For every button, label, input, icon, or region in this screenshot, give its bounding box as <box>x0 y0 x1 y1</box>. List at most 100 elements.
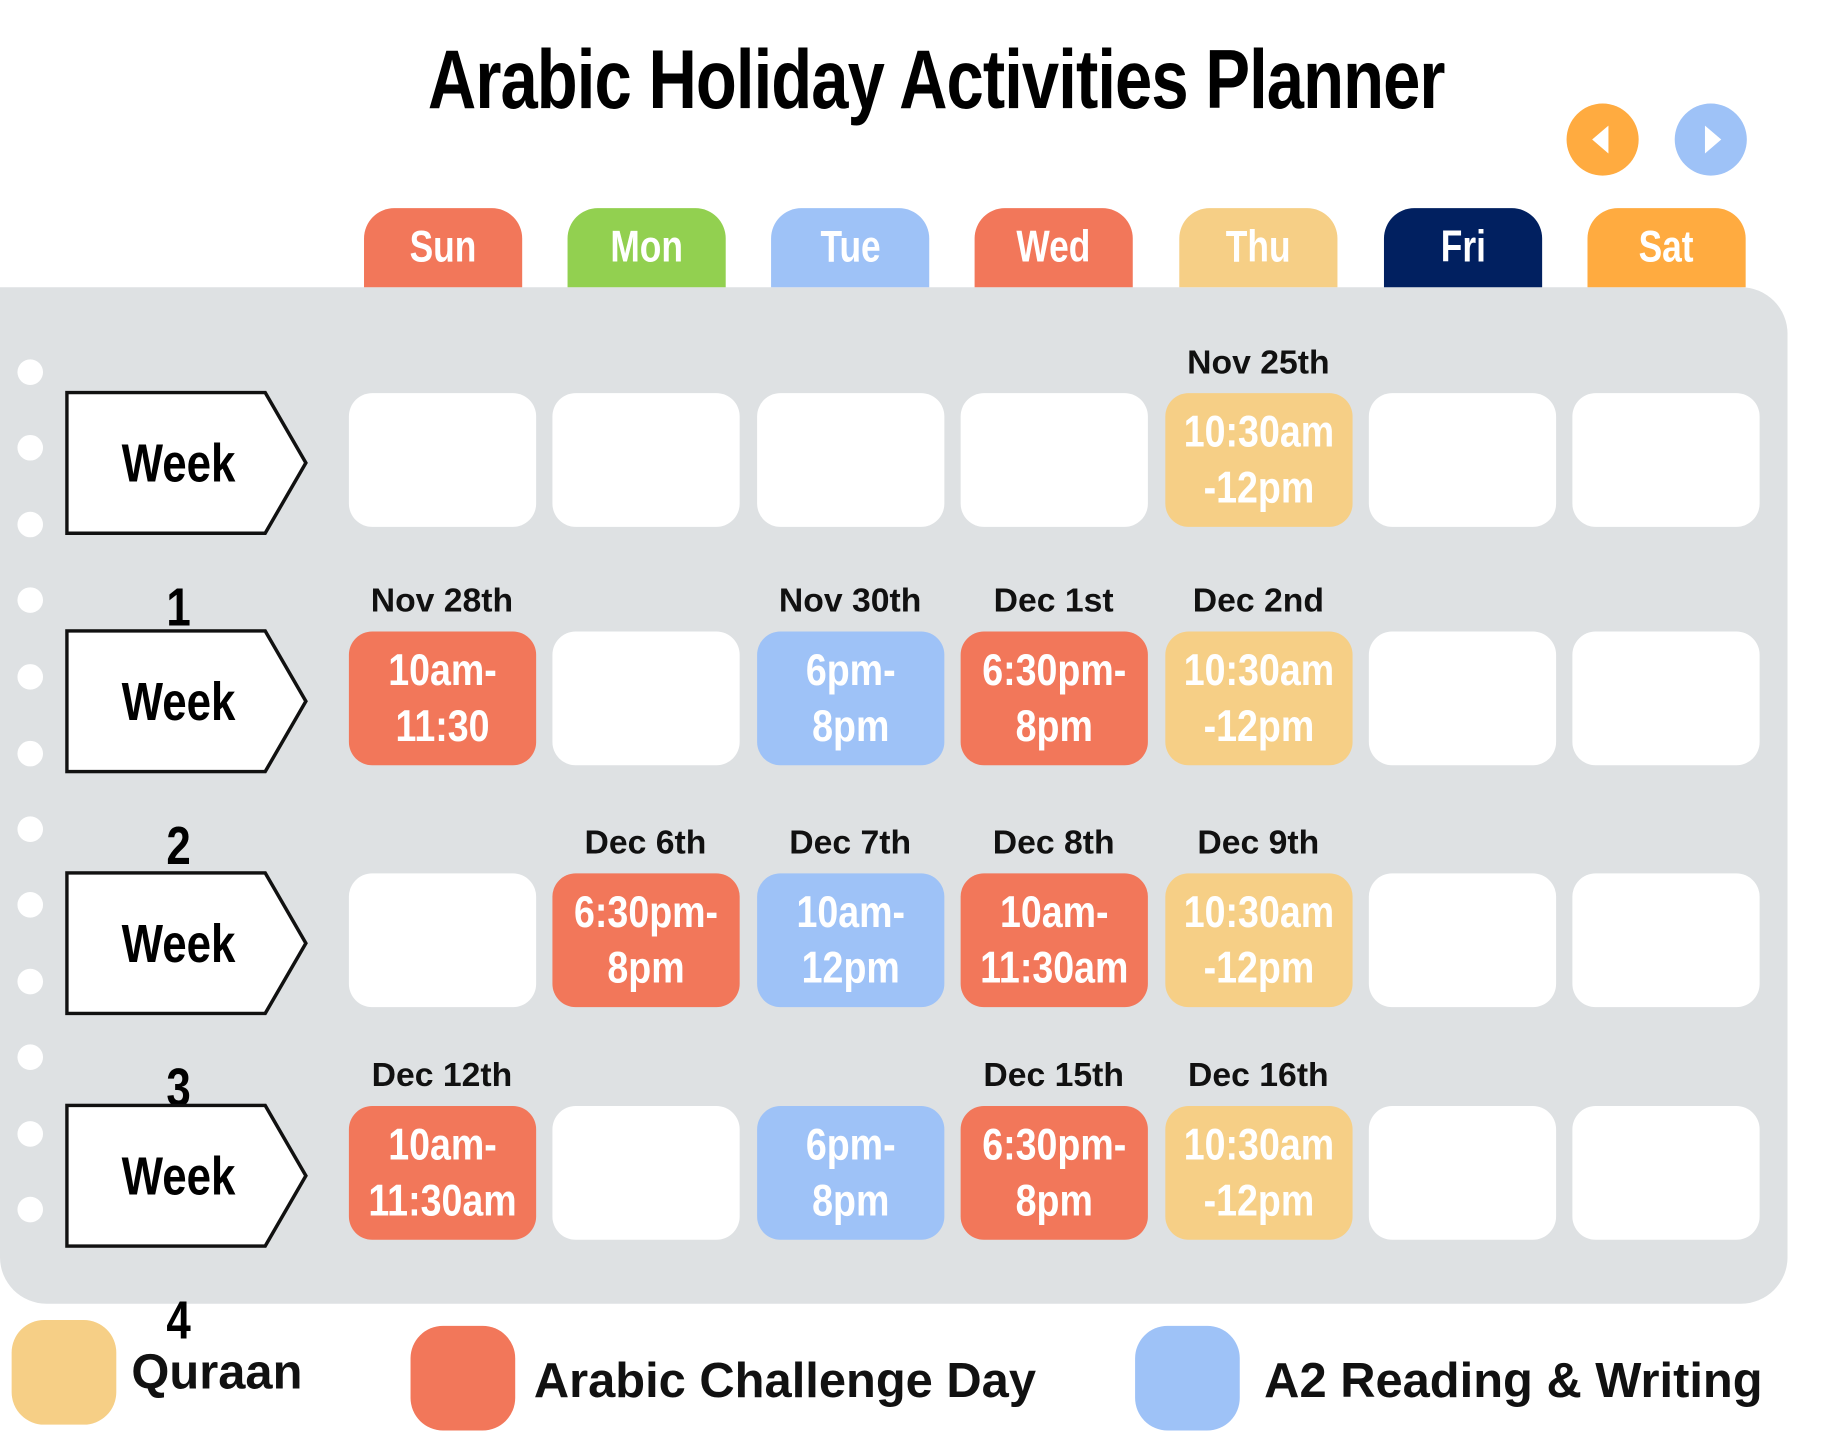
date-label: Dec 8th <box>992 824 1115 862</box>
activity-time: 8pm <box>812 1176 890 1226</box>
day-tab-thu[interactable]: Thu <box>1179 208 1338 288</box>
legend-swatch-quraan <box>11 1320 117 1425</box>
date-label: Dec 2nd <box>1192 582 1324 620</box>
empty-day-cell[interactable] <box>1368 1106 1557 1240</box>
week-title: Week 2 <box>121 671 236 876</box>
activity-time: 8pm <box>1015 1176 1093 1226</box>
date-label: Dec 9th <box>1197 824 1320 862</box>
activity-time: 10:30am <box>1183 646 1335 695</box>
empty-day-cell[interactable] <box>757 393 945 527</box>
binder-hole <box>17 511 44 538</box>
empty-day-cell[interactable] <box>348 873 537 1008</box>
activity-time: -12pm <box>1203 701 1315 751</box>
activity-time: 6pm- <box>805 1120 896 1170</box>
activity-time: 10am- <box>999 887 1109 937</box>
day-tab-mon[interactable]: Mon <box>567 208 726 288</box>
empty-day-cell[interactable] <box>1572 1106 1760 1240</box>
activity-cell[interactable]: 6:30pm- 8pm <box>960 631 1148 766</box>
empty-day-cell[interactable] <box>552 631 740 766</box>
activity-cell[interactable]: 10:30am -12pm <box>1165 631 1353 766</box>
date-label: Dec 1st <box>993 582 1114 620</box>
date-label: Dec 7th <box>789 824 912 862</box>
activity-cell[interactable]: 6pm- 8pm <box>757 631 945 766</box>
activity-time: 10am- <box>388 646 497 695</box>
activity-time: 6pm- <box>805 646 896 695</box>
empty-day-cell[interactable] <box>1572 631 1760 766</box>
legend-swatch-challenge <box>410 1325 516 1431</box>
binder-hole <box>17 1121 44 1147</box>
day-label: Mon <box>610 223 683 273</box>
legend-label: Arabic Challenge Day <box>533 1352 1037 1408</box>
activity-time: 11:30 <box>395 701 490 751</box>
triangle-right-icon <box>1704 125 1722 154</box>
activity-time: -12pm <box>1203 463 1315 513</box>
binder-hole <box>17 359 44 385</box>
binder-hole <box>17 1196 44 1223</box>
day-label: Wed <box>1016 223 1091 273</box>
date-label: Dec 15th <box>983 1057 1124 1095</box>
date-label: Dec 16th <box>1188 1057 1329 1095</box>
binder-hole <box>17 1044 44 1070</box>
activity-cell[interactable]: 10:30am -12pm <box>1165 393 1353 527</box>
activity-cell[interactable]: 10am- 11:30am <box>348 1106 537 1240</box>
day-label: Sat <box>1639 223 1695 273</box>
date-label: Nov 30th <box>778 582 922 620</box>
activity-time: 6:30pm- <box>574 887 719 937</box>
activity-cell[interactable]: 10:30am -12pm <box>1165 873 1353 1008</box>
next-button[interactable] <box>1674 103 1747 176</box>
activity-time: -12pm <box>1203 1176 1315 1226</box>
empty-day-cell[interactable] <box>1572 393 1760 527</box>
tag-arrow-shape <box>65 390 308 535</box>
tag-arrow-shape <box>65 1103 308 1248</box>
activity-time: 10:30am <box>1183 887 1335 937</box>
week-label: Week 1 <box>65 390 309 637</box>
week-label: Week 3 <box>65 871 309 1118</box>
activity-cell[interactable]: 6pm- 8pm <box>757 1106 945 1240</box>
activity-cell[interactable]: 10:30am -12pm <box>1165 1106 1353 1240</box>
empty-day-cell[interactable] <box>1572 873 1760 1008</box>
activity-time: 10am- <box>796 887 906 937</box>
tag-arrow-shape <box>65 871 308 1016</box>
day-tab-fri[interactable]: Fri <box>1383 208 1543 288</box>
empty-day-cell[interactable] <box>1368 873 1557 1008</box>
activity-cell[interactable]: 10am- 12pm <box>757 873 945 1008</box>
prev-button[interactable] <box>1566 103 1639 176</box>
activity-time: 11:30am <box>368 1176 517 1226</box>
day-label: Fri <box>1440 223 1486 273</box>
activity-time: 10:30am <box>1183 1120 1335 1170</box>
day-tab-sun[interactable]: Sun <box>364 208 523 288</box>
activity-time: 12pm <box>801 943 900 993</box>
empty-day-cell[interactable] <box>552 393 740 527</box>
activity-cell[interactable]: 6:30pm- 8pm <box>552 873 740 1008</box>
empty-day-cell[interactable] <box>960 393 1148 527</box>
day-tab-tue[interactable]: Tue <box>771 208 930 288</box>
empty-day-cell[interactable] <box>348 393 537 527</box>
legend-swatch-reading <box>1135 1325 1240 1431</box>
activity-time: 10:30am <box>1183 407 1335 457</box>
week-label: Week 4 <box>65 1103 309 1350</box>
week-label: Week 2 <box>65 629 309 876</box>
week-title: Week 1 <box>121 432 236 638</box>
activity-time: -12pm <box>1203 943 1315 993</box>
empty-day-cell[interactable] <box>1368 631 1557 766</box>
activity-cell[interactable]: 10am- 11:30am <box>960 873 1148 1008</box>
activity-time: 6:30pm- <box>982 646 1127 695</box>
date-label: Dec 6th <box>584 824 707 862</box>
activity-cell[interactable]: 6:30pm- 8pm <box>960 1106 1148 1240</box>
legend-label: Quraan <box>131 1344 303 1400</box>
activity-time: 8pm <box>607 943 685 993</box>
binder-hole <box>17 434 44 461</box>
empty-day-cell[interactable] <box>1368 393 1557 527</box>
date-label: Dec 12th <box>371 1057 513 1095</box>
tag-arrow-shape <box>65 629 308 774</box>
binder-hole <box>17 740 44 767</box>
empty-day-cell[interactable] <box>552 1106 740 1240</box>
date-label: Nov 28th <box>370 582 514 620</box>
activity-time: 8pm <box>1015 701 1093 751</box>
day-tab-wed[interactable]: Wed <box>974 208 1133 288</box>
day-label: Thu <box>1225 223 1291 273</box>
day-tab-sat[interactable]: Sat <box>1587 208 1746 288</box>
day-label: Sun <box>409 223 477 273</box>
activity-cell[interactable]: 10am- 11:30 <box>348 631 537 766</box>
week-title: Week 4 <box>121 1145 236 1351</box>
